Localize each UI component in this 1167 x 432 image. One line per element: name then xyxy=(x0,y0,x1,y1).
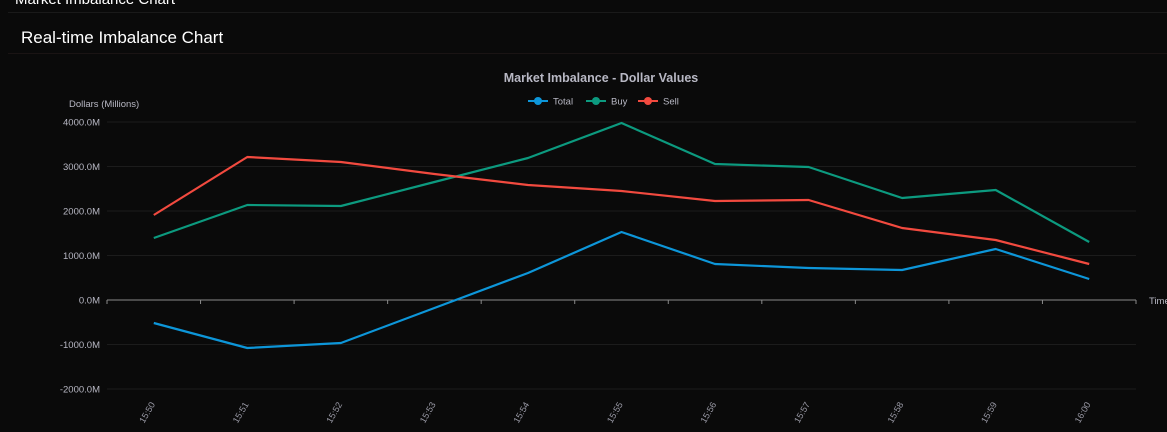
divider xyxy=(8,12,1167,13)
legend-label-sell: Sell xyxy=(663,97,679,108)
y-tick-label: 0.0M xyxy=(79,296,100,307)
x-tick-label: 15:58 xyxy=(886,400,906,425)
page-heading: Market Imbalance Chart xyxy=(15,0,175,8)
y-axis-label: Dollars (Millions) xyxy=(69,99,139,110)
x-tick-label: 15:50 xyxy=(137,400,157,425)
x-tick-label: 15:59 xyxy=(979,400,999,425)
x-tick-label: 16:00 xyxy=(1073,400,1093,425)
x-tick-label: 15:55 xyxy=(605,400,625,425)
x-tick-label: 15:53 xyxy=(418,400,438,425)
divider xyxy=(8,53,1167,54)
legend-label-total: Total xyxy=(553,97,573,108)
x-tick-label: 15:51 xyxy=(231,400,251,425)
legend: Total Buy Sell xyxy=(528,97,679,108)
legend-marker xyxy=(534,97,542,105)
x-tick-label: 15:56 xyxy=(698,400,718,425)
y-tick-label: 3000.0M xyxy=(63,162,100,173)
y-tick-label: -2000.0M xyxy=(60,385,100,396)
series-line-buy xyxy=(153,121,1090,243)
x-tick-label: 15:52 xyxy=(324,400,344,425)
card-title: Real-time Imbalance Chart xyxy=(21,28,224,47)
x-axis-label: Time xyxy=(1149,296,1167,307)
x-tick-label: 15:54 xyxy=(511,400,531,425)
chart-title: Market Imbalance - Dollar Values xyxy=(504,71,699,85)
legend-label-buy: Buy xyxy=(611,97,628,108)
legend-marker xyxy=(644,97,652,105)
x-tick-label: 15:57 xyxy=(792,400,812,425)
legend-marker xyxy=(592,97,600,105)
y-tick-label: 2000.0M xyxy=(63,207,100,218)
y-tick-label: -1000.0M xyxy=(60,340,100,351)
series-line-total xyxy=(153,230,1090,350)
y-tick-label: 1000.0M xyxy=(63,251,100,262)
y-tick-label: 4000.0M xyxy=(63,118,100,129)
